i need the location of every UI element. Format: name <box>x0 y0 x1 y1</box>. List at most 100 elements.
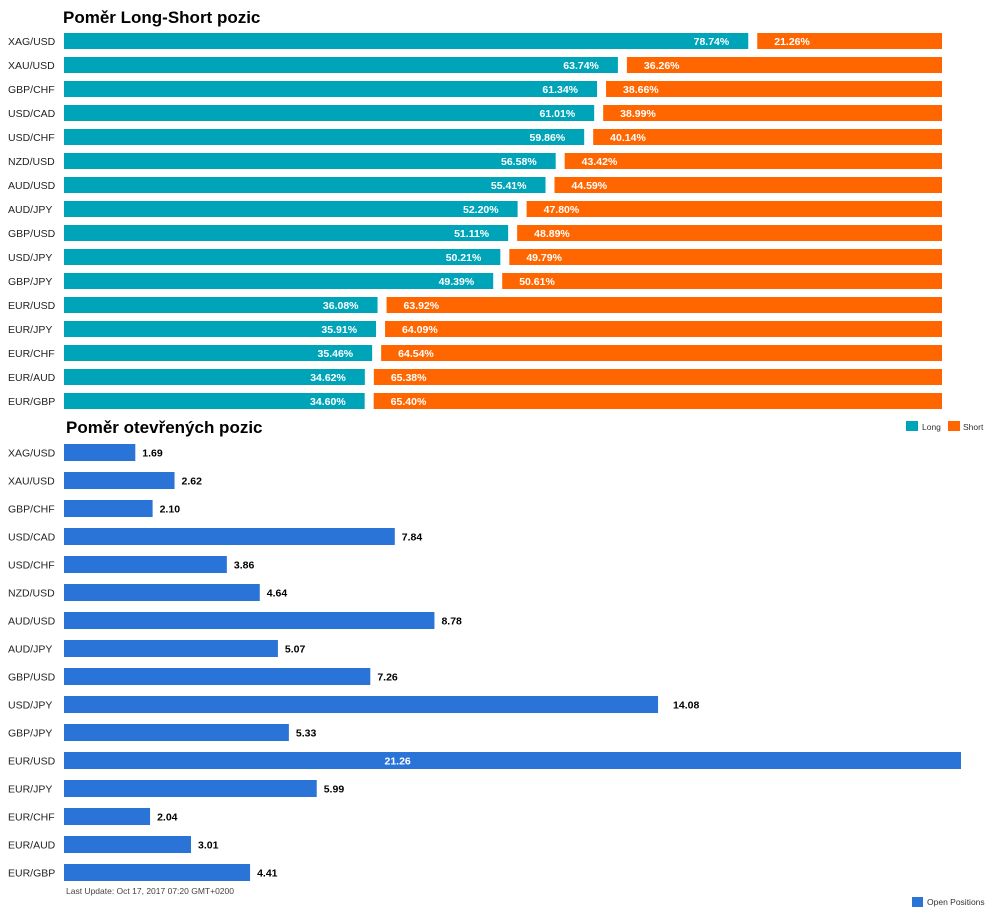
category-label-open-gbp-usd: GBP/USD <box>8 672 56 684</box>
data-label-long-aud-jpy: 52.20% <box>463 204 499 216</box>
data-label-open-gbp-chf: 2.10 <box>160 504 181 516</box>
category-label-eur-usd: EUR/USD <box>8 300 56 312</box>
data-label-open-aud-jpy: 5.07 <box>285 644 306 656</box>
category-label-open-usd-chf: USD/CHF <box>8 560 55 572</box>
bar-open-nzd-usd <box>64 584 260 601</box>
data-label-long-xag-usd: 78.74% <box>694 36 730 48</box>
category-label-eur-chf: EUR/CHF <box>8 348 55 360</box>
bar-long-usd-chf <box>64 129 585 145</box>
bar-open-gbp-chf <box>64 500 153 517</box>
data-label-long-eur-gbp: 34.60% <box>310 396 346 408</box>
category-label-xag-usd: XAG/USD <box>8 36 56 48</box>
data-label-short-eur-aud: 65.38% <box>391 372 427 384</box>
category-label-open-usd-cad: USD/CAD <box>8 532 56 544</box>
bar-short-gbp-chf <box>606 81 942 97</box>
bar-short-aud-jpy <box>526 201 942 217</box>
data-label-open-usd-cad: 7.84 <box>402 532 423 544</box>
data-label-open-xag-usd: 1.69 <box>142 448 163 460</box>
bar-short-gbp-usd <box>517 225 942 241</box>
category-label-usd-chf: USD/CHF <box>8 132 55 144</box>
data-label-open-eur-gbp: 4.41 <box>257 868 278 880</box>
data-label-short-gbp-usd: 48.89% <box>534 228 570 240</box>
data-label-long-eur-usd: 36.08% <box>323 300 359 312</box>
data-label-long-aud-usd: 55.41% <box>491 180 527 192</box>
category-label-gbp-jpy: GBP/JPY <box>8 276 52 288</box>
data-label-long-gbp-chf: 61.34% <box>542 84 578 96</box>
bar-open-aud-usd <box>64 612 435 629</box>
category-label-gbp-chf: GBP/CHF <box>8 84 55 96</box>
bar-open-usd-jpy <box>64 696 659 713</box>
data-label-open-usd-chf: 3.86 <box>234 560 255 572</box>
bar-open-usd-cad <box>64 528 395 545</box>
data-label-long-usd-chf: 59.86% <box>530 132 566 144</box>
legend-swatch-open-positions <box>912 897 923 907</box>
data-label-short-usd-jpy: 49.79% <box>526 252 562 264</box>
bar-long-eur-jpy <box>64 321 377 337</box>
bar-short-usd-jpy <box>509 249 942 265</box>
bar-long-aud-usd <box>64 177 546 193</box>
bar-long-eur-usd <box>64 297 378 313</box>
category-label-open-eur-gbp: EUR/GBP <box>8 868 55 880</box>
category-label-nzd-usd: NZD/USD <box>8 156 55 168</box>
bar-long-eur-gbp <box>64 393 365 409</box>
data-label-short-gbp-chf: 38.66% <box>623 84 659 96</box>
category-label-open-eur-aud: EUR/AUD <box>8 840 56 852</box>
bar-short-nzd-usd <box>564 153 942 169</box>
category-label-open-eur-usd: EUR/USD <box>8 756 56 768</box>
bar-long-usd-cad <box>64 105 595 121</box>
data-label-open-gbp-usd: 7.26 <box>377 672 398 684</box>
data-label-open-eur-aud: 3.01 <box>198 840 219 852</box>
bar-open-gbp-usd <box>64 668 371 685</box>
category-label-open-aud-jpy: AUD/JPY <box>8 644 52 656</box>
data-label-open-eur-usd: 21.26 <box>385 756 411 768</box>
chart-title-open-positions: Poměr otevřených pozic <box>66 418 263 437</box>
data-label-long-usd-cad: 61.01% <box>540 108 576 120</box>
bar-long-xag-usd <box>64 33 749 49</box>
data-label-open-xau-usd: 2.62 <box>182 476 203 488</box>
data-label-long-eur-jpy: 35.91% <box>321 324 357 336</box>
bar-long-gbp-jpy <box>64 273 494 289</box>
bar-short-aud-usd <box>554 177 942 193</box>
category-label-eur-jpy: EUR/JPY <box>8 324 52 336</box>
legend-swatch-long <box>906 421 918 431</box>
category-label-usd-cad: USD/CAD <box>8 108 56 120</box>
long-short-chart: Poměr Long-Short pozic XAG/USD 78.74% 21.26… <box>8 8 984 432</box>
category-label-xau-usd: XAU/USD <box>8 60 55 72</box>
bar-short-xag-usd <box>757 33 942 49</box>
category-label-usd-jpy: USD/JPY <box>8 252 52 264</box>
bar-open-aud-jpy <box>64 640 278 657</box>
data-label-long-eur-chf: 35.46% <box>318 348 354 360</box>
bar-long-eur-chf <box>64 345 373 361</box>
bar-open-xau-usd <box>64 472 175 489</box>
data-label-short-nzd-usd: 43.42% <box>582 156 618 168</box>
data-label-short-xau-usd: 36.26% <box>644 60 680 72</box>
data-label-open-eur-jpy: 5.99 <box>324 784 345 796</box>
category-label-open-xau-usd: XAU/USD <box>8 476 55 488</box>
category-label-gbp-usd: GBP/USD <box>8 228 56 240</box>
data-label-open-usd-jpy: 14.08 <box>673 700 699 712</box>
bar-open-eur-aud <box>64 836 191 853</box>
bar-open-eur-jpy <box>64 780 317 797</box>
data-label-open-eur-chf: 2.04 <box>157 812 178 824</box>
category-label-open-gbp-chf: GBP/CHF <box>8 504 55 516</box>
category-label-aud-usd: AUD/USD <box>8 180 56 192</box>
legend-swatch-short <box>948 421 960 431</box>
bar-open-gbp-jpy <box>64 724 289 741</box>
data-label-short-xag-usd: 21.26% <box>774 36 810 48</box>
data-label-short-aud-jpy: 47.80% <box>544 204 580 216</box>
data-label-open-aud-usd: 8.78 <box>441 616 462 628</box>
bar-short-eur-gbp <box>373 393 942 409</box>
bar-open-eur-usd <box>64 752 961 769</box>
bar-long-usd-jpy <box>64 249 501 265</box>
data-label-short-gbp-jpy: 50.61% <box>519 276 555 288</box>
data-label-open-nzd-usd: 4.64 <box>267 588 288 600</box>
data-label-long-nzd-usd: 56.58% <box>501 156 537 168</box>
category-label-open-nzd-usd: NZD/USD <box>8 588 55 600</box>
data-label-long-eur-aud: 34.62% <box>310 372 346 384</box>
bar-short-eur-usd <box>386 297 943 313</box>
data-label-long-gbp-jpy: 49.39% <box>439 276 475 288</box>
data-label-long-gbp-usd: 51.11% <box>454 228 490 240</box>
bar-short-eur-aud <box>373 369 943 385</box>
bar-long-gbp-chf <box>64 81 598 97</box>
